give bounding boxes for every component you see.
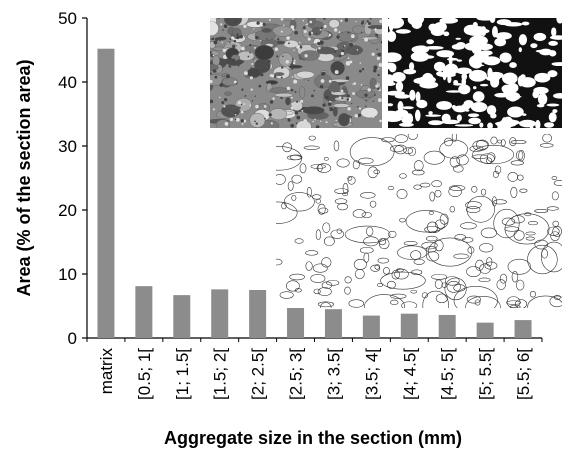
micrograph-binary-image — [388, 18, 562, 128]
x-tick-label: [0.5; 1[ — [135, 348, 154, 400]
x-axis-title: Aggregate size in the section (mm) — [164, 428, 462, 448]
bar — [514, 320, 532, 338]
x-tick-label: [1; 1.5[ — [173, 348, 192, 400]
x-tick-label: [4; 4.5[ — [400, 348, 419, 400]
bar — [135, 286, 153, 338]
x-tick-label: [3.5; 4[ — [362, 348, 381, 400]
x-tick-label: [2; 2.5[ — [249, 348, 268, 400]
bar — [362, 315, 380, 338]
x-axis — [86, 337, 543, 342]
x-tick-label: [2.5; 3[ — [287, 348, 306, 400]
bar — [211, 289, 229, 338]
y-tick-labels: 0 10 20 30 40 50 — [58, 9, 77, 348]
x-tick-labels: matrix [0.5; 1[ [1; 1.5[ [1.5; 2[ [2; 2.5[ [2… — [97, 348, 533, 400]
y-tick-label: 40 — [58, 73, 77, 92]
bar-series — [97, 48, 532, 338]
x-tick-label: matrix — [97, 348, 116, 395]
bar — [287, 298, 305, 338]
x-tick-label: [1.5; 2[ — [211, 348, 230, 400]
y-tick-label: 10 — [58, 265, 77, 284]
y-axis — [82, 17, 88, 339]
x-tick-label: [4.5; 5[ — [438, 348, 457, 400]
y-tick-label: 30 — [58, 137, 77, 156]
x-tick-label: [3; 3.5[ — [324, 348, 343, 400]
bar — [438, 314, 456, 338]
y-tick-label: 50 — [58, 9, 77, 28]
bar — [173, 295, 191, 338]
y-tick-label: 0 — [68, 329, 77, 348]
bar — [400, 313, 418, 338]
bar — [324, 309, 342, 338]
y-tick-label: 20 — [58, 201, 77, 220]
y-axis-title: Area (% of the section area) — [14, 59, 34, 296]
bar — [97, 48, 115, 338]
bar — [476, 322, 494, 338]
x-tick-label: [5.5; 6[ — [514, 348, 533, 400]
aggregate-outline-map-image — [276, 134, 562, 308]
x-tick-label: [5; 5.5[ — [476, 348, 495, 400]
micrograph-grayscale-image — [210, 18, 382, 128]
bar — [249, 290, 267, 338]
